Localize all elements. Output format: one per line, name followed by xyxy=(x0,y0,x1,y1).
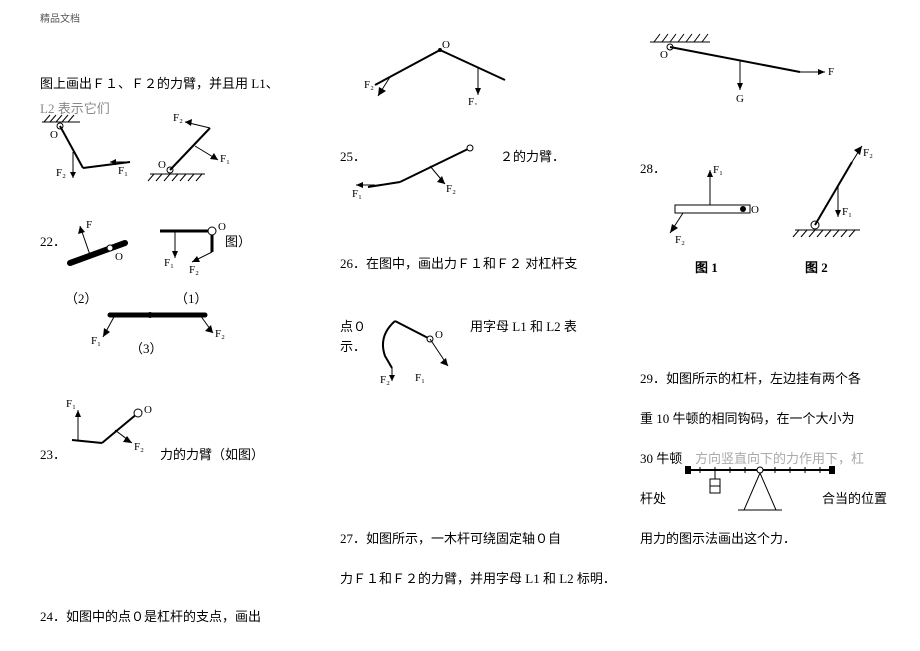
diagram-q25: F₁ F₂ xyxy=(350,140,500,200)
svg-text:F₁: F₁ xyxy=(164,257,174,269)
diagram-col3-top: O F G xyxy=(640,30,840,110)
svg-text:F₂: F₂ xyxy=(446,183,456,195)
diagram-col2-top: O F₂ F₁ xyxy=(360,40,530,105)
svg-text:F₁: F₁ xyxy=(66,398,76,410)
q27a: 27．如图所示，一木杆可绕固定轴０自 xyxy=(340,530,561,548)
svg-text:G: G xyxy=(736,93,744,105)
svg-text:O: O xyxy=(442,40,450,51)
q23-prefix: 23． xyxy=(40,446,66,464)
q24: 24．如图中的点０是杠杆的支点，画出 xyxy=(40,608,261,626)
svg-text:F: F xyxy=(86,219,92,231)
svg-text:O: O xyxy=(751,204,759,216)
svg-text:O: O xyxy=(660,49,668,61)
doc-header: 精品文档 xyxy=(40,10,80,25)
svg-text:F₂: F₂ xyxy=(215,328,225,340)
diagram-q22-right-1: O F₁ F₂ xyxy=(150,218,240,278)
svg-text:O: O xyxy=(50,129,58,141)
svg-text:O: O xyxy=(158,159,166,171)
svg-text:F₂: F₂ xyxy=(364,79,374,91)
svg-text:O: O xyxy=(218,221,226,233)
svg-text:F₁: F₁ xyxy=(91,335,101,347)
q22-sub3: （3） xyxy=(130,340,163,358)
svg-text:O: O xyxy=(144,404,152,416)
q26b-left: 点０ xyxy=(340,318,366,336)
svg-text:F₁: F₁ xyxy=(468,96,478,105)
svg-text:F₁: F₁ xyxy=(713,164,723,176)
svg-text:F₁: F₁ xyxy=(118,165,128,177)
q26b-right: 用字母 L1 和 L2 表 xyxy=(470,318,577,336)
svg-text:F₂: F₂ xyxy=(56,167,66,179)
q29c-left: 30 牛顿 xyxy=(640,450,682,468)
svg-text:F₁: F₁ xyxy=(220,153,230,165)
diagram-twin-v: O F₂ F₁ O F₂ F₁ xyxy=(40,112,250,187)
q26c: 示． xyxy=(340,338,366,356)
svg-text:F₂: F₂ xyxy=(134,441,144,453)
q28-prefix: 28． xyxy=(640,160,666,178)
fig1-label: 图 1 xyxy=(695,259,718,277)
diagram-fig2: F₂ F₁ xyxy=(780,142,875,247)
svg-text:F₂: F₂ xyxy=(189,264,199,276)
svg-text:F₂: F₂ xyxy=(380,374,390,386)
svg-text:F₂: F₂ xyxy=(675,234,685,245)
svg-text:F₂: F₂ xyxy=(863,147,873,159)
svg-text:F₁: F₁ xyxy=(842,206,852,218)
svg-text:O: O xyxy=(435,329,443,341)
q29d-left: 杆处 xyxy=(640,490,666,508)
svg-text:F₂: F₂ xyxy=(173,112,183,124)
svg-text:F₁: F₁ xyxy=(352,188,362,200)
diagram-q22-left: O F xyxy=(50,218,145,278)
q29b: 重 10 牛顿的相同钩码，在一个大小为 xyxy=(640,410,855,428)
q23-suffix: 力的力臂（如图） xyxy=(160,446,264,464)
svg-text:F: F xyxy=(828,66,834,78)
svg-text:O: O xyxy=(115,251,123,263)
q29e: 用力的图示法画出这个力． xyxy=(640,530,796,548)
col1-line1: 图上画出Ｆ１、Ｆ２的力臂，并且用 L1、 xyxy=(40,75,279,93)
diagram-q23: O F₁ F₂ xyxy=(60,395,160,455)
q26a: 26．在图中，画出力Ｆ１和Ｆ２ 对杠杆支 xyxy=(340,255,577,273)
fig2-label: 图 2 xyxy=(805,259,828,277)
diagram-q26: O F₂ F₁ xyxy=(370,306,480,386)
diagram-fig1: O F₁ F₂ xyxy=(665,155,765,245)
diagram-q29-balance xyxy=(680,455,840,515)
q29a: 29．如图所示的杠杆，左边挂有两个各 xyxy=(640,370,861,388)
svg-text:F₁: F₁ xyxy=(415,372,425,384)
q27b: 力Ｆ１和Ｆ２的力臂，并用字母 L1 和 L2 标明． xyxy=(340,570,616,588)
q25-suffix: ２的力臂． xyxy=(500,148,565,166)
